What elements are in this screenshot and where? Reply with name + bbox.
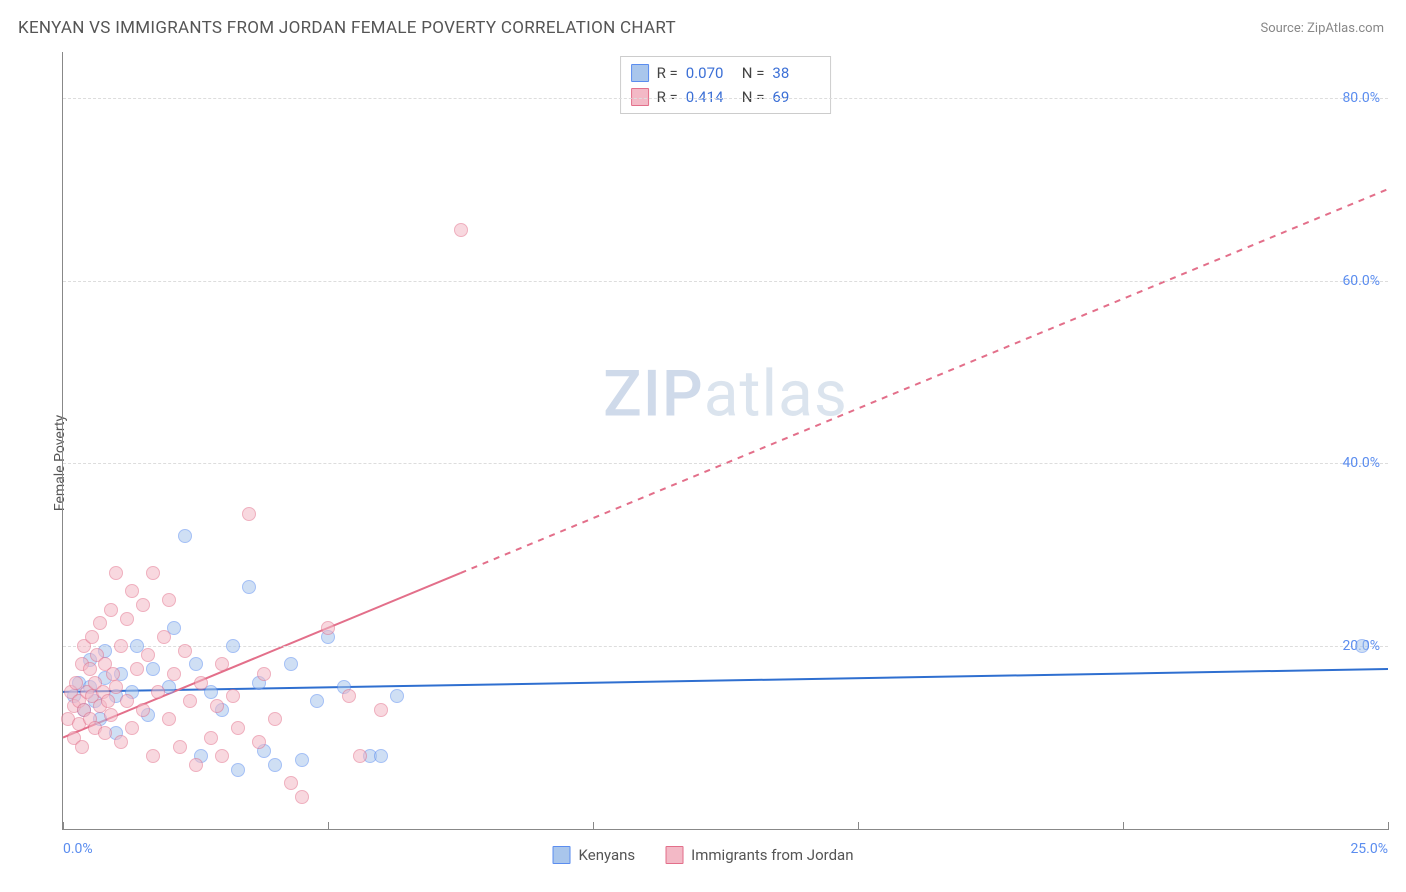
data-point-jordan [183, 694, 197, 708]
data-point-jordan [242, 507, 256, 521]
data-point-kenyans [1355, 639, 1369, 653]
data-point-jordan [215, 749, 229, 763]
data-point-kenyans [374, 749, 388, 763]
data-point-jordan [101, 694, 115, 708]
data-point-jordan [114, 639, 128, 653]
trend-line [461, 189, 1389, 573]
swatch-kenyans-icon [553, 846, 571, 864]
data-point-jordan [85, 630, 99, 644]
data-point-kenyans [146, 662, 160, 676]
data-point-jordan [178, 644, 192, 658]
data-point-jordan [257, 667, 271, 681]
x-tick [858, 822, 859, 830]
data-point-kenyans [231, 763, 245, 777]
data-point-jordan [167, 667, 181, 681]
data-point-jordan [454, 223, 468, 237]
data-point-jordan [173, 740, 187, 754]
x-tick [1388, 822, 1389, 830]
chart-title: KENYAN VS IMMIGRANTS FROM JORDAN FEMALE … [18, 18, 676, 38]
data-point-kenyans [226, 639, 240, 653]
data-point-jordan [353, 749, 367, 763]
data-point-jordan [130, 662, 144, 676]
data-point-jordan [321, 621, 335, 635]
x-tick [1123, 822, 1124, 830]
gridline [63, 98, 1388, 99]
data-point-jordan [104, 708, 118, 722]
x-tick [593, 822, 594, 830]
x-tick [328, 822, 329, 830]
data-point-jordan [109, 680, 123, 694]
legend-item-kenyans: Kenyans [553, 846, 636, 864]
swatch-jordan-icon [665, 846, 683, 864]
x-tick [63, 822, 64, 830]
data-point-jordan [342, 689, 356, 703]
data-point-jordan [125, 721, 139, 735]
data-point-kenyans [204, 685, 218, 699]
chart-header: KENYAN VS IMMIGRANTS FROM JORDAN FEMALE … [0, 0, 1406, 46]
data-point-jordan [226, 689, 240, 703]
series-legend: Kenyans Immigrants from Jordan [553, 846, 854, 864]
data-point-jordan [204, 731, 218, 745]
data-point-kenyans [189, 657, 203, 671]
gridline [63, 281, 1388, 282]
plot-region: ZIPatlas R = 0.070 N = 38 R = 0.414 N = … [62, 52, 1388, 830]
data-point-jordan [189, 758, 203, 772]
data-point-jordan [146, 566, 160, 580]
data-point-kenyans [242, 580, 256, 594]
data-point-jordan [215, 657, 229, 671]
data-point-jordan [75, 740, 89, 754]
data-point-jordan [104, 603, 118, 617]
data-point-jordan [109, 566, 123, 580]
data-point-jordan [136, 598, 150, 612]
data-point-jordan [136, 703, 150, 717]
y-tick-label: 60.0% [1342, 273, 1380, 289]
x-tick-label: 25.0% [1350, 841, 1388, 857]
data-point-kenyans [284, 657, 298, 671]
data-point-jordan [151, 685, 165, 699]
data-point-kenyans [268, 758, 282, 772]
data-point-kenyans [178, 529, 192, 543]
data-point-jordan [106, 667, 120, 681]
y-tick-label: 80.0% [1342, 90, 1380, 106]
data-point-jordan [125, 584, 139, 598]
data-point-jordan [141, 648, 155, 662]
data-point-jordan [162, 712, 176, 726]
data-point-kenyans [310, 694, 324, 708]
data-point-jordan [374, 703, 388, 717]
data-point-kenyans [295, 753, 309, 767]
chart-area: Female Poverty ZIPatlas R = 0.070 N = 38… [18, 52, 1388, 874]
legend-label-jordan: Immigrants from Jordan [691, 846, 853, 864]
chart-source: Source: ZipAtlas.com [1260, 21, 1384, 36]
data-point-jordan [98, 726, 112, 740]
data-point-jordan [162, 593, 176, 607]
data-point-jordan [146, 749, 160, 763]
gridline [63, 463, 1388, 464]
data-point-jordan [114, 735, 128, 749]
data-point-jordan [268, 712, 282, 726]
data-point-jordan [120, 612, 134, 626]
data-point-jordan [83, 662, 97, 676]
data-point-kenyans [390, 689, 404, 703]
y-tick-label: 40.0% [1342, 455, 1380, 471]
data-point-jordan [284, 776, 298, 790]
legend-item-jordan: Immigrants from Jordan [665, 846, 853, 864]
data-point-jordan [295, 790, 309, 804]
trend-line [63, 573, 461, 738]
data-point-jordan [157, 630, 171, 644]
data-point-jordan [93, 616, 107, 630]
data-point-jordan [252, 735, 266, 749]
legend-label-kenyans: Kenyans [579, 846, 636, 864]
data-point-jordan [120, 694, 134, 708]
data-point-jordan [210, 699, 224, 713]
x-tick-label: 0.0% [63, 841, 93, 857]
data-point-jordan [194, 676, 208, 690]
data-point-jordan [231, 721, 245, 735]
trend-lines [63, 52, 1388, 829]
gridline [63, 646, 1388, 647]
